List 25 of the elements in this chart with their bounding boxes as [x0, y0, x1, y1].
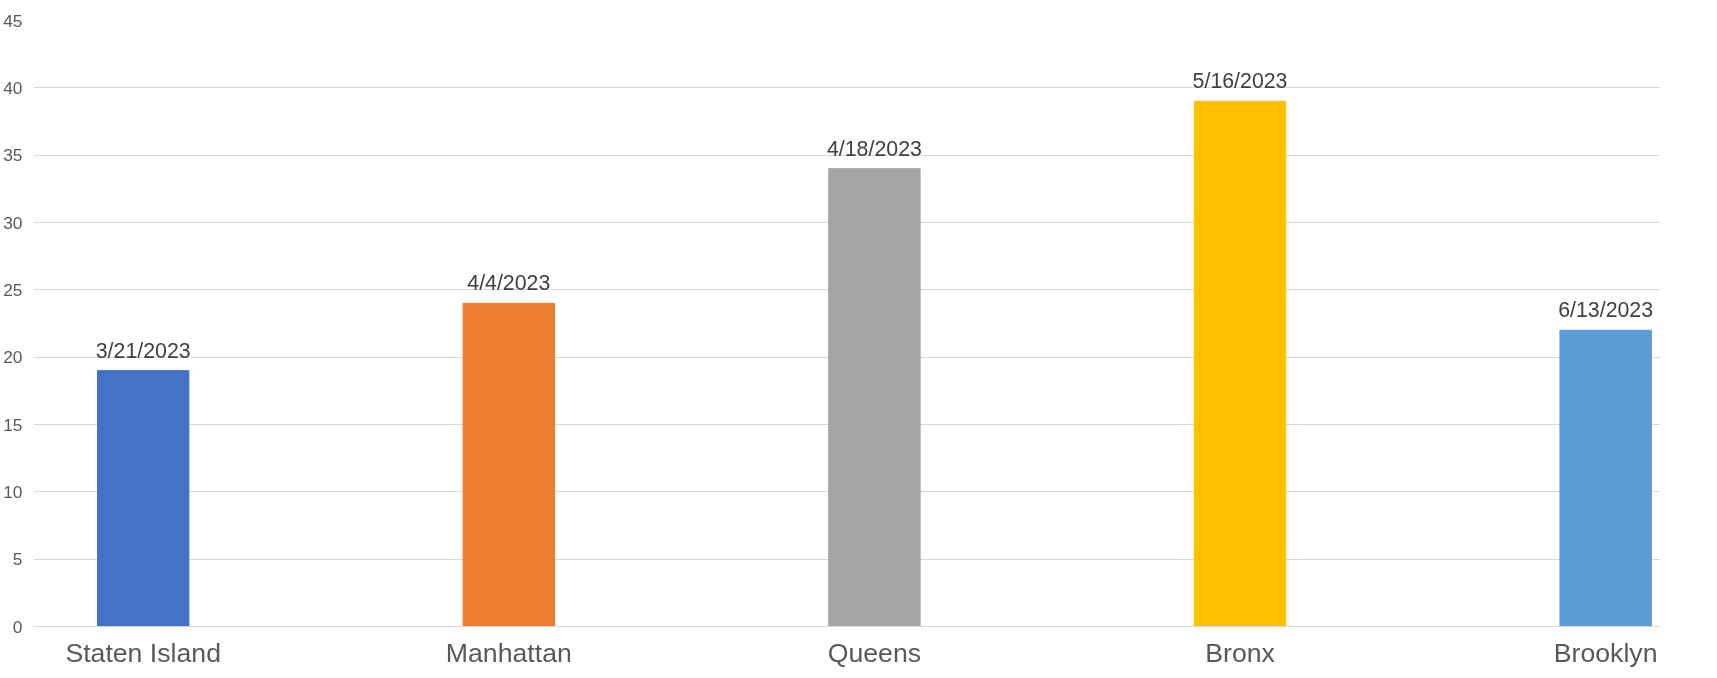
y-tick-label: 10: [3, 481, 23, 502]
bar: [1559, 329, 1652, 627]
y-tick-label: 20: [3, 347, 23, 368]
y-tick-label: 15: [3, 414, 23, 435]
data-label: 6/13/2023: [1558, 298, 1654, 323]
y-tick-label: 45: [3, 10, 23, 31]
x-tick-label: Queens: [827, 637, 922, 668]
x-tick-label: Bronx: [1205, 637, 1276, 668]
y-tick-label: 5: [12, 549, 23, 570]
bar: [462, 302, 556, 627]
bar: [96, 370, 190, 627]
y-tick-label: 0: [12, 616, 23, 637]
x-tick-label: Manhattan: [445, 637, 572, 668]
y-tick-label: 40: [3, 77, 23, 98]
bar: [1193, 100, 1287, 627]
bar: [828, 168, 921, 627]
y-tick-label: 25: [3, 279, 23, 300]
y-tick-label: 35: [3, 145, 23, 166]
x-tick-label: Brooklyn: [1553, 637, 1658, 668]
data-label: 3/21/2023: [95, 338, 191, 363]
y-tick-label: 30: [3, 212, 23, 233]
data-label: 4/4/2023: [467, 271, 551, 296]
data-label: 5/16/2023: [1192, 69, 1288, 94]
x-tick-label: Staten Island: [65, 637, 221, 668]
data-label: 4/18/2023: [826, 136, 922, 161]
